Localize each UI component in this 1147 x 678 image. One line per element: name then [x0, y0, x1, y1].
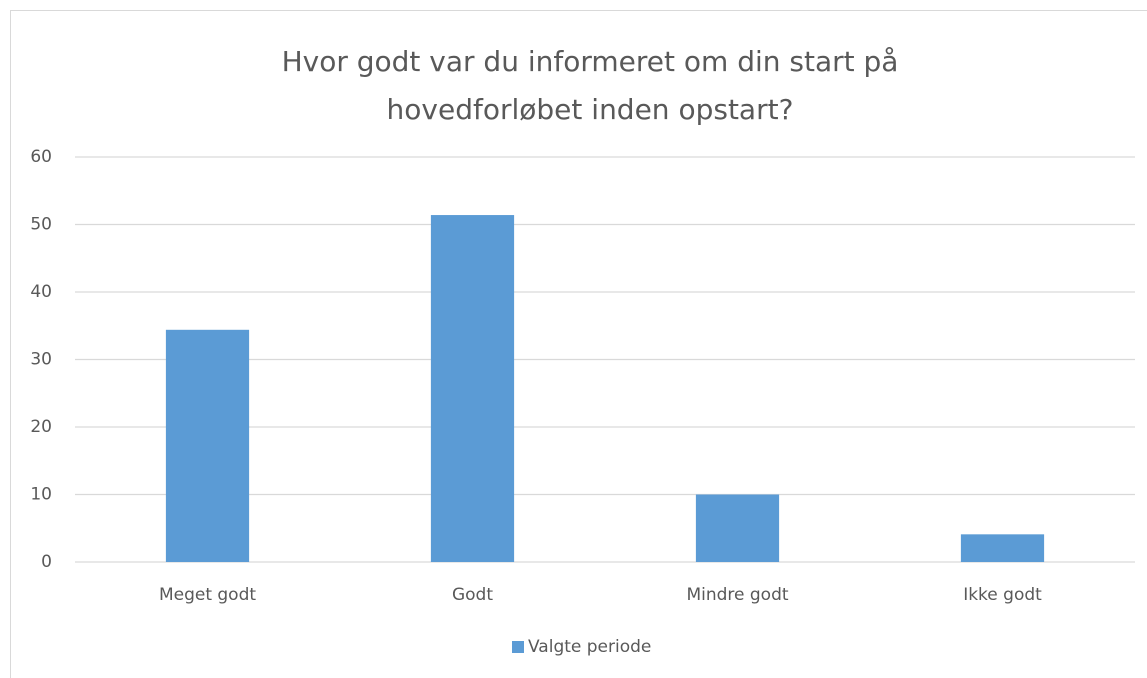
- y-tick-label: 0: [41, 552, 52, 572]
- bar: [960, 534, 1045, 562]
- x-tick-label: Mindre godt: [686, 585, 788, 605]
- y-tick-label: 10: [30, 485, 52, 505]
- x-tick-label: Meget godt: [159, 585, 256, 605]
- legend-swatch: [512, 641, 524, 653]
- y-tick-label: 20: [30, 417, 52, 437]
- y-tick-label: 60: [30, 147, 52, 167]
- bar: [165, 329, 250, 562]
- y-tick-label: 30: [30, 350, 52, 370]
- x-tick-label: Ikke godt: [963, 585, 1042, 605]
- chart-title: Hvor godt var du informeret om din start…: [281, 45, 899, 126]
- y-tick-label: 50: [30, 215, 52, 235]
- bar: [430, 215, 515, 563]
- chart-frame: [10, 10, 1147, 678]
- y-tick-label: 40: [30, 282, 52, 302]
- x-tick-label: Godt: [452, 585, 493, 605]
- legend-label: Valgte periode: [528, 637, 651, 657]
- bar: [695, 494, 780, 562]
